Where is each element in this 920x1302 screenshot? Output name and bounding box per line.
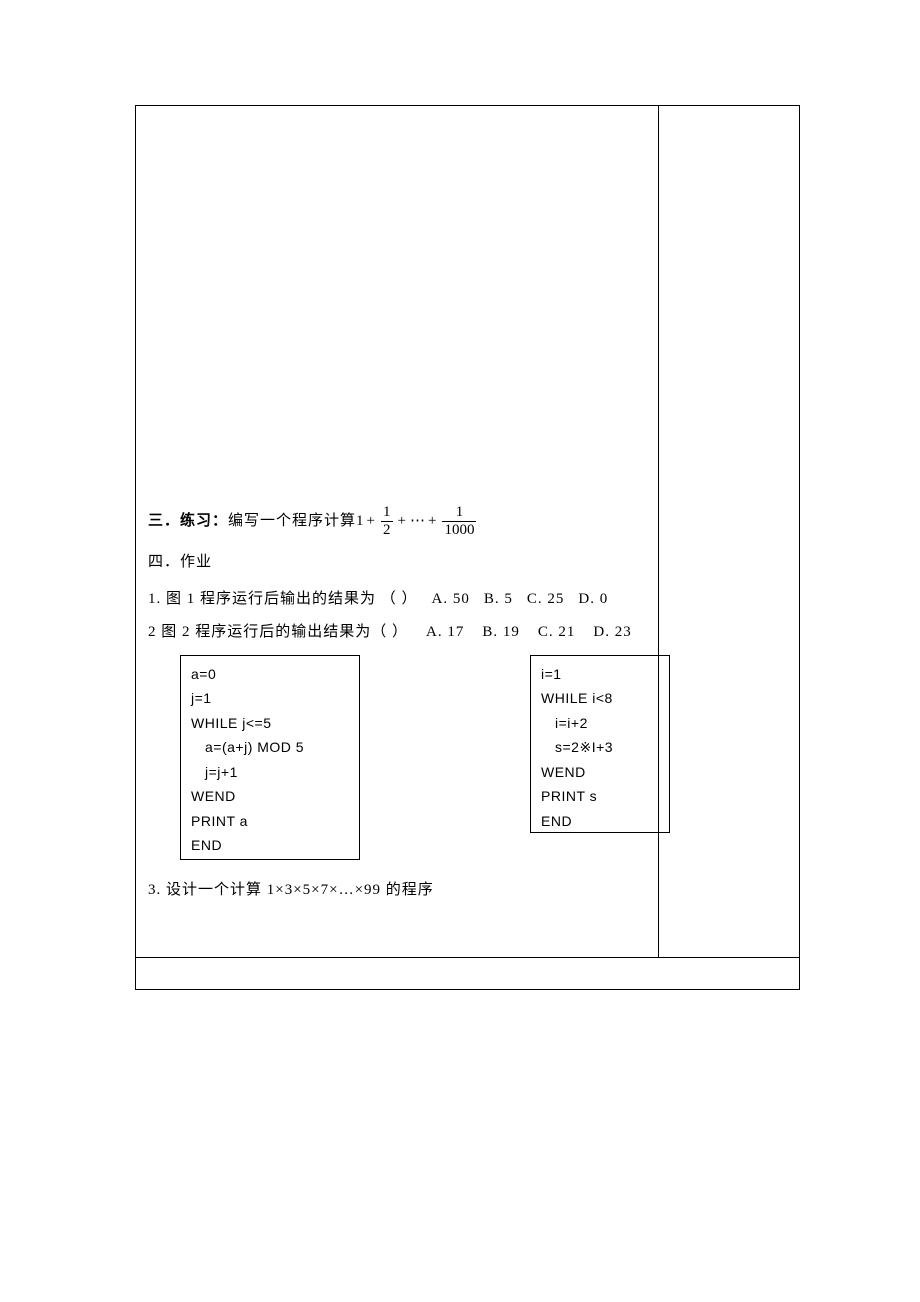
code1-l2: j=1 <box>191 686 349 711</box>
q2-stem: 2 图 2 程序运行后的输出结果为（ ） <box>148 616 408 649</box>
frac1-num: 1 <box>381 504 393 521</box>
q1-optD: D. 0 <box>578 583 608 616</box>
code1-l1: a=0 <box>191 662 349 687</box>
plus-1: + <box>367 507 376 536</box>
code2-l1: i=1 <box>541 662 659 687</box>
code-box-2: i=1 WHILE i<8 i=i+2 s=2※I+3 WEND PRINT s… <box>530 655 670 833</box>
frac2-den: 1000 <box>442 521 476 539</box>
q2-optC: C. 21 <box>538 616 576 649</box>
q1-optB: B. 5 <box>484 583 513 616</box>
q1-optA: A. 50 <box>432 583 470 616</box>
section-3-label: 三．练习： <box>148 507 228 536</box>
question-1: 1. 图 1 程序运行后输出的结果为 （ ） A. 50 B. 5 C. 25 … <box>148 583 646 616</box>
code1-l5: j=j+1 <box>191 760 349 785</box>
plus-2: + <box>398 507 407 536</box>
code1-l3: WHILE j<=5 <box>191 711 349 736</box>
q2-optB: B. 19 <box>482 616 520 649</box>
code2-l3: i=i+2 <box>541 711 659 736</box>
frac2-num: 1 <box>454 504 466 521</box>
code1-l4: a=(a+j) MOD 5 <box>191 735 349 760</box>
question-3: 3. 设计一个计算 1×3×5×7×…×99 的程序 <box>148 874 646 907</box>
code1-l8: END <box>191 833 349 858</box>
section-3-text: 编写一个程序计算 <box>228 507 356 536</box>
fraction-1: 1 2 <box>381 504 393 538</box>
code2-l2: WHILE i<8 <box>541 686 659 711</box>
q1-stem: 1. 图 1 程序运行后输出的结果为 （ ） <box>148 583 418 616</box>
bottom-row <box>136 958 799 989</box>
code2-l5: WEND <box>541 760 659 785</box>
code-row: a=0 j=1 WHILE j<=5 a=(a+j) MOD 5 j=j+1 W… <box>148 655 646 870</box>
plus-3: + <box>428 507 437 536</box>
page: 三．练习： 编写一个程序计算 1 + 1 2 + ⋯ + 1 1000 <box>0 0 920 1302</box>
frac1-den: 2 <box>381 521 393 539</box>
code2-l7: END <box>541 809 659 834</box>
side-cell <box>659 106 799 958</box>
code2-l4: s=2※I+3 <box>541 735 659 760</box>
code-box-1: a=0 j=1 WHILE j<=5 a=(a+j) MOD 5 j=j+1 W… <box>180 655 360 860</box>
q2-optD: D. 23 <box>593 616 631 649</box>
q2-optA: A. 17 <box>426 616 464 649</box>
code1-l6: WEND <box>191 784 349 809</box>
expr-1: 1 <box>356 507 364 536</box>
main-cell: 三．练习： 编写一个程序计算 1 + 1 2 + ⋯ + 1 1000 <box>136 106 659 958</box>
code1-l7: PRINT a <box>191 809 349 834</box>
code2-l6: PRINT s <box>541 784 659 809</box>
question-2: 2 图 2 程序运行后的输出结果为（ ） A. 17 B. 19 C. 21 D… <box>148 616 646 649</box>
dots: ⋯ <box>410 507 425 536</box>
q1-optC: C. 25 <box>527 583 565 616</box>
fraction-2: 1 1000 <box>442 504 476 538</box>
section-4-label: 四．作业 <box>148 548 646 577</box>
section-3-line: 三．练习： 编写一个程序计算 1 + 1 2 + ⋯ + 1 1000 <box>148 504 646 538</box>
document-frame: 三．练习： 编写一个程序计算 1 + 1 2 + ⋯ + 1 1000 <box>135 105 800 990</box>
